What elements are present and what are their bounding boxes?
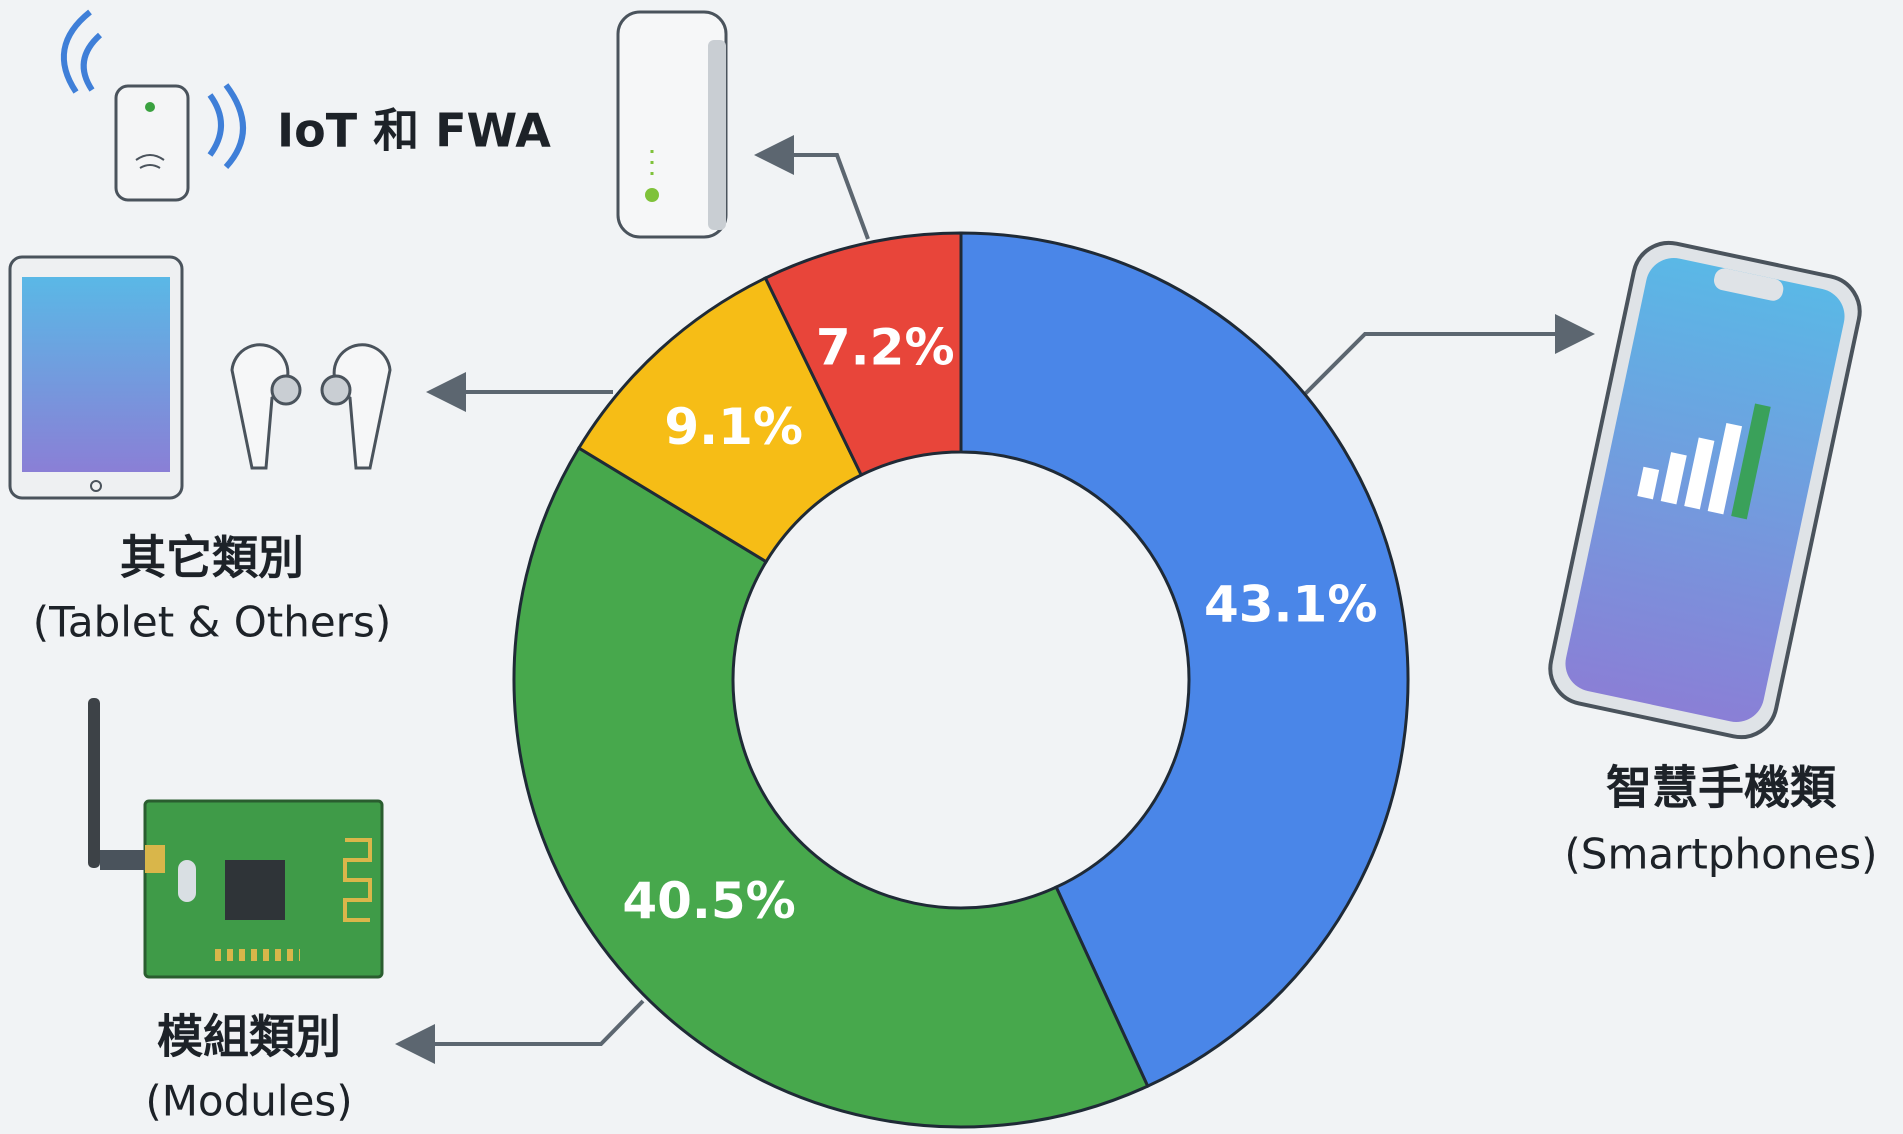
router-icon	[616, 10, 728, 239]
value-label: 43.1%	[1204, 575, 1377, 633]
labels: 43.1% 40.5% 9.1%7.2% 智慧手機類 (Smartphones) 模組類別…	[33, 104, 1878, 1126]
category-sublabel: (Smartphones)	[1564, 830, 1877, 879]
donut	[512, 231, 1410, 1129]
wedge	[512, 445, 1150, 1129]
module-icon	[88, 698, 384, 979]
value-label: 9.1%	[664, 398, 803, 456]
category-label: IoT 和 FWA	[277, 104, 551, 158]
category-label: 智慧手機類	[1606, 761, 1837, 815]
value-label: 40.5%	[622, 872, 795, 930]
wedge	[763, 231, 963, 477]
tablet-icon	[8, 255, 184, 500]
category-sublabel: (Modules)	[145, 1077, 352, 1126]
phone-icon	[1548, 240, 1862, 740]
category-label: 模組類別	[157, 1010, 341, 1064]
category-label: 其它類別	[120, 531, 304, 585]
connector	[1303, 314, 1595, 396]
category-sublabel: (Tablet & Others)	[33, 598, 391, 647]
connector	[754, 135, 870, 240]
wedge	[959, 231, 1410, 1089]
iot-icon	[60, 9, 246, 202]
earbuds-icon	[230, 343, 392, 470]
connector	[395, 999, 645, 1064]
value-label: 7.2%	[816, 319, 955, 377]
